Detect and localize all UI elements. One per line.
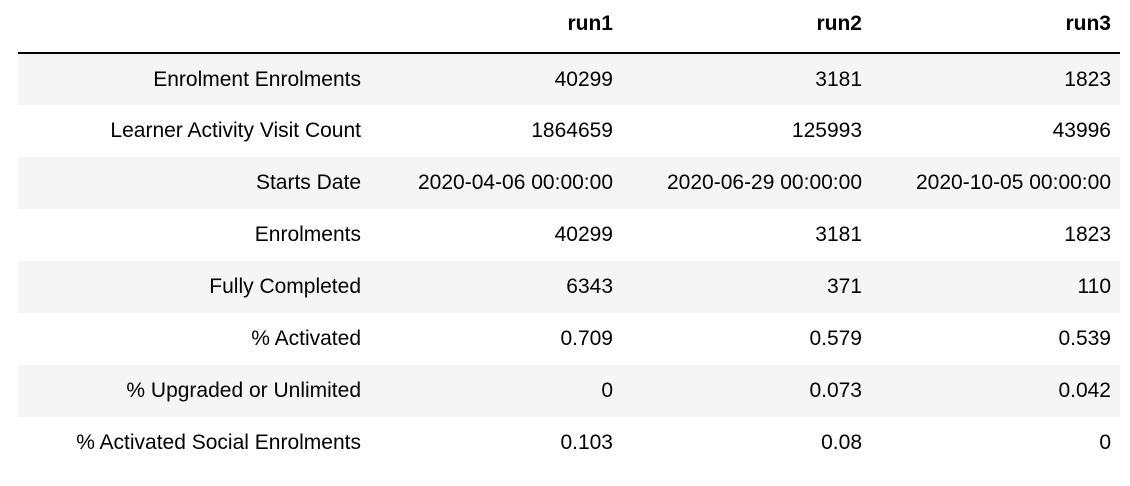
header-row: run1 run2 run3 [18, 0, 1120, 54]
table-cell: 1823 [1064, 67, 1111, 91]
table-body: Enrolment Enrolments 40299 3181 1823 Lea… [18, 53, 1120, 469]
table-row: Learner Activity Visit Count 1864659 125… [18, 105, 1120, 157]
table-row: % Upgraded or Unlimited 0 0.073 0.042 [18, 365, 1120, 417]
row-label: Learner Activity Visit Count [110, 119, 361, 142]
table-cell: 1864659 [531, 119, 613, 142]
table-row: Fully Completed 6343 371 110 [18, 261, 1120, 313]
row-label: Fully Completed [209, 275, 361, 298]
table-cell: 6343 [566, 275, 613, 298]
table-cell: 0.539 [1058, 327, 1111, 350]
column-header-run3: run3 [871, 0, 1120, 54]
column-header-run2: run2 [622, 0, 871, 54]
table-cell: 0 [1099, 431, 1111, 454]
table-cell: 2020-06-29 00:00:00 [667, 171, 862, 194]
table-header: run1 run2 run3 [18, 0, 1120, 54]
table-cell: 0.042 [1058, 379, 1111, 402]
table-cell: 0.103 [560, 431, 613, 454]
row-label: % Activated [251, 327, 361, 350]
table-row: Enrolment Enrolments 40299 3181 1823 [18, 53, 1120, 105]
table-cell: 40299 [554, 67, 613, 91]
table-cell: 0.08 [821, 431, 862, 454]
table-row: Starts Date 2020-04-06 00:00:00 2020-06-… [18, 157, 1120, 209]
table-cell: 0.073 [809, 379, 862, 402]
table-cell: 40299 [554, 223, 613, 246]
dataframe-table-container: run1 run2 run3 Enrolment Enrolments 4029… [18, 0, 1120, 469]
column-header-run1: run1 [372, 0, 622, 54]
table-cell: 43996 [1052, 119, 1111, 142]
table-row: % Activated Social Enrolments 0.103 0.08… [18, 417, 1120, 469]
row-label: Starts Date [255, 171, 361, 194]
table-cell: 110 [1077, 275, 1111, 298]
row-label: Enrolment Enrolments [153, 67, 361, 91]
table-cell: 3181 [815, 67, 862, 91]
table-cell: 1823 [1064, 223, 1111, 246]
table-cell: 0.579 [809, 327, 862, 350]
table-cell: 2020-10-05 00:00:00 [916, 171, 1111, 194]
table-row: Enrolments 40299 3181 1823 [18, 209, 1120, 261]
table-row: % Activated 0.709 0.579 0.539 [18, 313, 1120, 365]
row-label: % Activated Social Enrolments [76, 431, 361, 454]
index-header [18, 0, 372, 54]
row-label: Enrolments [254, 223, 361, 246]
row-label: % Upgraded or Unlimited [126, 379, 361, 402]
dataframe-table: run1 run2 run3 Enrolment Enrolments 4029… [18, 0, 1120, 469]
table-cell: 0.709 [560, 327, 613, 350]
table-cell: 2020-04-06 00:00:00 [418, 171, 613, 194]
table-cell: 371 [826, 275, 862, 298]
table-cell: 3181 [815, 223, 862, 246]
table-cell: 125993 [791, 119, 862, 142]
table-cell: 0 [601, 379, 613, 402]
